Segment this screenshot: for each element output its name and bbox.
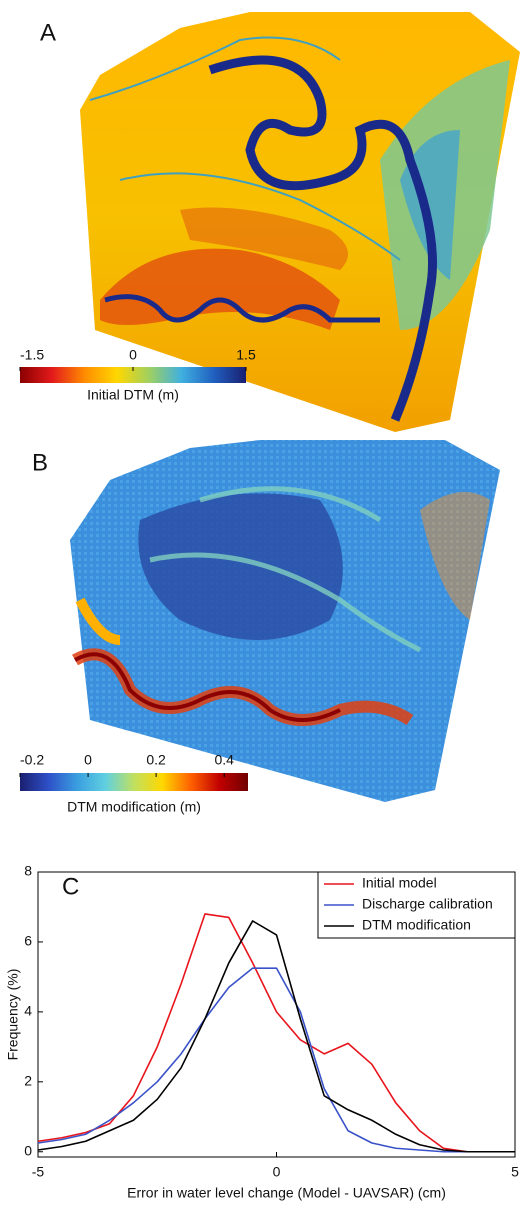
colorbar-tick-label: 0.2 [146, 752, 166, 768]
colorbar-tick-label: 0 [84, 752, 92, 768]
legend-label: Initial model [362, 875, 437, 891]
y-tick-label: 4 [24, 1003, 32, 1019]
y-tick-label: 0 [24, 1142, 32, 1158]
colorbar [20, 773, 248, 791]
y-tick-label: 8 [24, 863, 32, 879]
panel-label: C [62, 873, 79, 900]
colorbar-title: DTM modification (m) [67, 799, 201, 815]
panel-label: B [32, 449, 48, 476]
x-tick-label: 5 [511, 1164, 519, 1180]
panel-label: A [40, 19, 56, 46]
colorbar-tick-label: -0.2 [20, 752, 44, 768]
colorbar-title: Initial DTM (m) [87, 387, 179, 403]
x-tick-label: 0 [273, 1164, 281, 1180]
y-tick-label: 2 [24, 1073, 32, 1089]
x-tick-label: -5 [32, 1164, 45, 1180]
y-axis-label: Frequency (%) [5, 969, 21, 1061]
colorbar-tick-label: 0 [129, 347, 137, 363]
legend-label: DTM modification [362, 917, 471, 933]
legend-label: Discharge calibration [362, 896, 493, 912]
line-series [38, 921, 515, 1152]
y-tick-label: 6 [24, 933, 32, 949]
colorbar-tick-label: 1.5 [236, 347, 256, 363]
line-series [38, 914, 515, 1152]
map-b [70, 440, 500, 802]
colorbar-tick-label: -1.5 [20, 347, 44, 363]
x-axis-label: Error in water level change (Model - UAV… [127, 1185, 446, 1201]
figure: A B C -1.5 0 1.5 Initial DTM (m) -0.2 0 0.2 0.4… [0, 0, 523, 1211]
colorbar-tick-label: 0.4 [214, 752, 234, 768]
